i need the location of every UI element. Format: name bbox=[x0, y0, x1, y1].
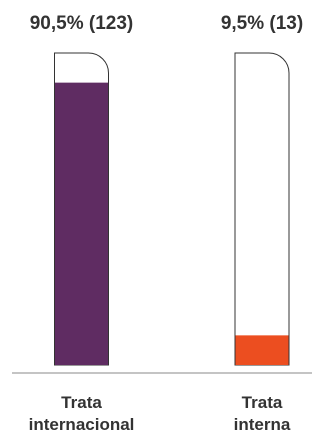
value-label: 90,5% (123) bbox=[30, 13, 134, 34]
bar-container bbox=[234, 52, 290, 366]
category-label: Trata internacional bbox=[29, 393, 135, 434]
value-label: 9,5% (13) bbox=[221, 13, 303, 34]
category-label: Trata interna bbox=[234, 393, 291, 434]
bar bbox=[55, 82, 108, 365]
bar bbox=[235, 335, 289, 365]
